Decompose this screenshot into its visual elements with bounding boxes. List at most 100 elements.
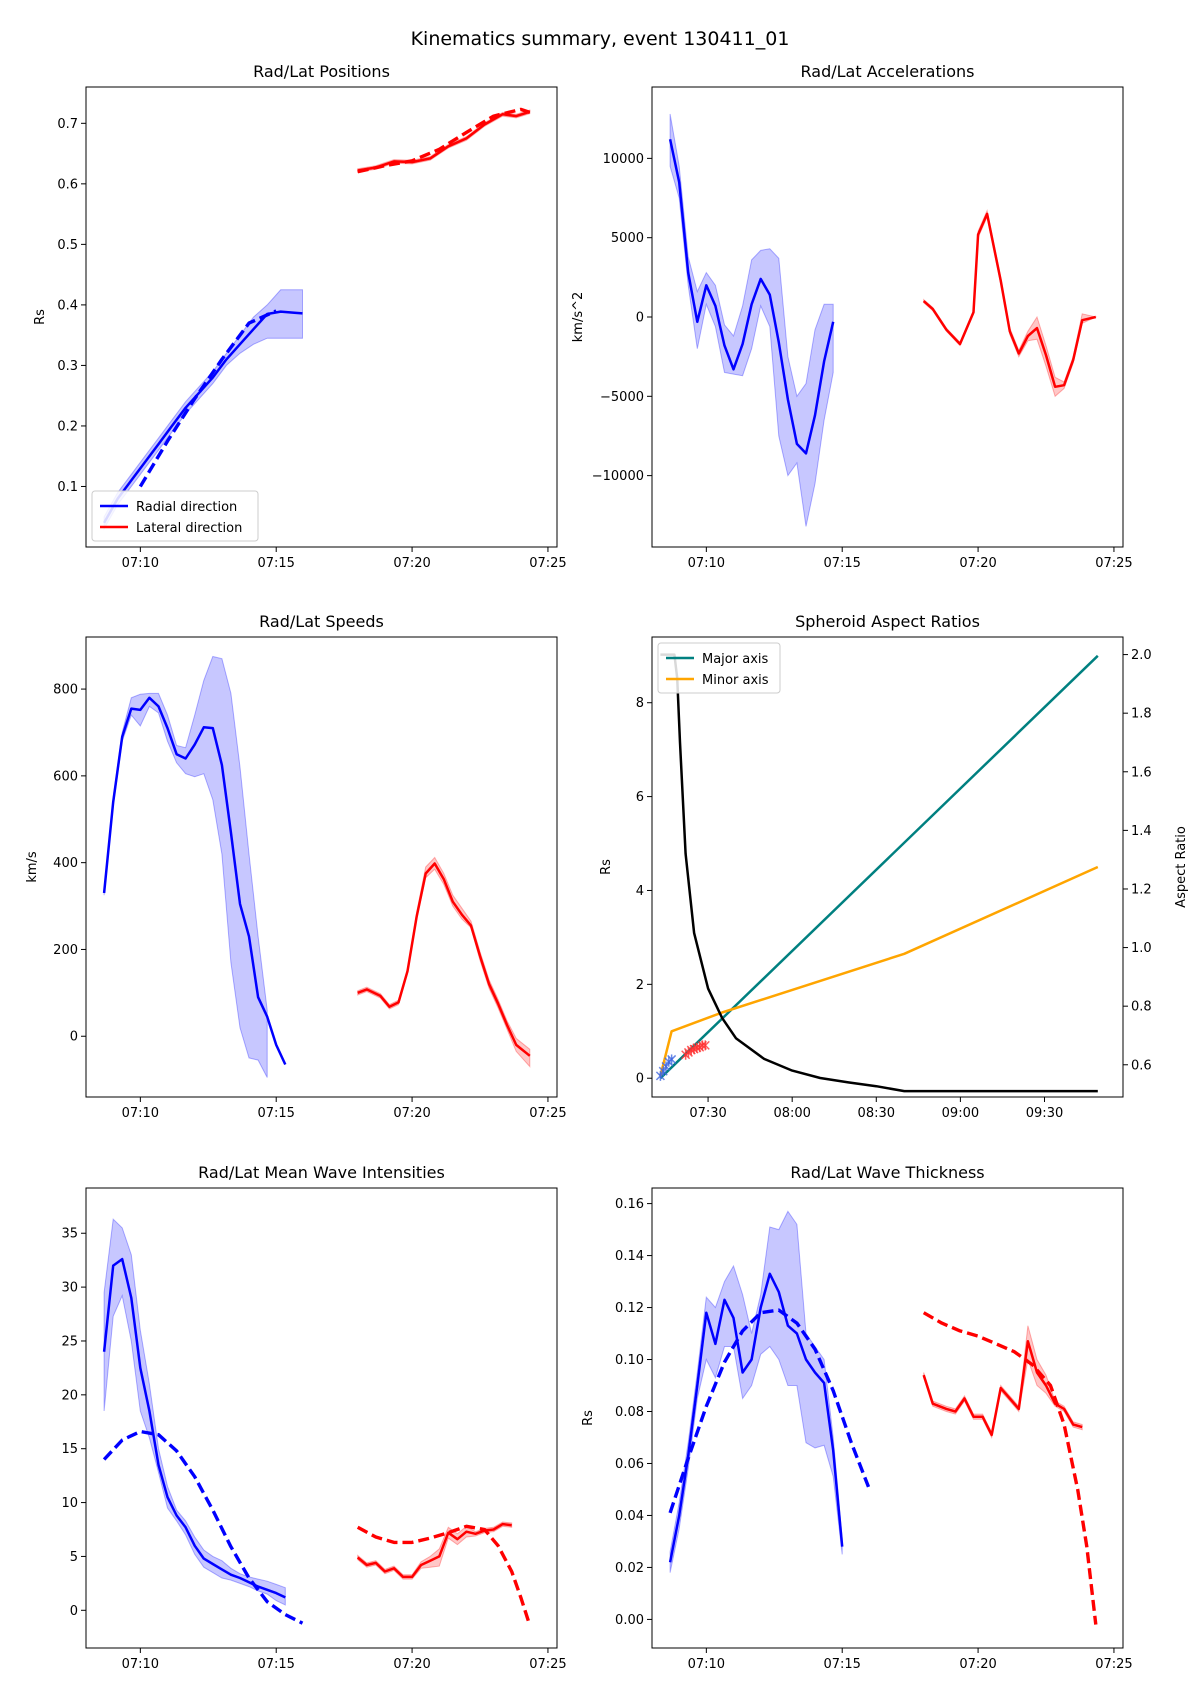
legend-label: Minor axis bbox=[702, 673, 769, 688]
plot-area bbox=[668, 113, 1098, 527]
y-tick-label: 20 bbox=[61, 1388, 78, 1403]
x-tick-label: 07:10 bbox=[122, 556, 159, 571]
chart-aspect: Spheroid Aspect Ratios Rs Aspect Ratio 07:3… bbox=[599, 612, 1189, 1121]
chart-thickness: Rad/Lat Wave Thickness Rs 07:10 07:15 07:20 0… bbox=[581, 1163, 1133, 1672]
y-tick-label: 0.00 bbox=[615, 1613, 644, 1628]
chart-title: Spheroid Aspect Ratios bbox=[795, 612, 980, 631]
series-line bbox=[357, 110, 531, 172]
series-line bbox=[922, 1311, 1098, 1625]
plot-area bbox=[102, 1218, 532, 1626]
plot-area bbox=[103, 107, 531, 531]
y-tick-label: −5000 bbox=[600, 390, 644, 405]
chart-title: Rad/Lat Wave Thickness bbox=[790, 1163, 984, 1182]
chart-title: Rad/Lat Speeds bbox=[259, 612, 384, 631]
y-tick-label: 4 bbox=[636, 884, 644, 899]
series-line bbox=[922, 212, 1097, 389]
x-tick-label: 07:20 bbox=[959, 1657, 996, 1672]
y2-axis-label: Aspect Ratio bbox=[1174, 826, 1189, 908]
plot-area bbox=[668, 1210, 1098, 1625]
y-tick-label: 30 bbox=[61, 1281, 78, 1296]
x-tick-label: 07:10 bbox=[122, 1106, 159, 1121]
y-tick-label: 0.14 bbox=[615, 1249, 644, 1264]
y-tick-label: 600 bbox=[53, 769, 78, 784]
y-tick-label: 35 bbox=[61, 1227, 78, 1242]
y-tick-label: 0.1 bbox=[57, 480, 78, 495]
axes-frame bbox=[85, 636, 558, 1098]
y-tick-label: 0.3 bbox=[57, 359, 78, 374]
x-tick-label: 07:10 bbox=[688, 1657, 725, 1672]
x-tick-label: 07:20 bbox=[393, 1106, 430, 1121]
y-tick-label: 2 bbox=[636, 978, 644, 993]
series-line bbox=[357, 862, 531, 1057]
series-band bbox=[103, 655, 268, 1078]
chart-intensities: Rad/Lat Mean Wave Intensities 07:10 07:15 0… bbox=[61, 1163, 566, 1672]
y-tick-label: 15 bbox=[61, 1442, 78, 1457]
y2-tick-label: 1.0 bbox=[1131, 941, 1152, 956]
series-line bbox=[102, 696, 287, 1066]
y2-tick-label: 1.2 bbox=[1131, 882, 1152, 897]
chart-title: Rad/Lat Positions bbox=[253, 62, 390, 81]
y-tick-label: 0.02 bbox=[615, 1561, 644, 1576]
chart-accelerations: Rad/Lat Accelerations km/s^2 07:10 07:15 07:… bbox=[571, 62, 1133, 571]
y-tick-label: 10000 bbox=[603, 152, 644, 167]
chart-positions: Rad/Lat Positions Rs 07:10 07:15 07:20 07:25 0… bbox=[33, 62, 567, 571]
y-tick-label: 8 bbox=[636, 696, 644, 711]
y-tick-label: 0.16 bbox=[615, 1197, 644, 1212]
chart-title: Rad/Lat Mean Wave Intensities bbox=[198, 1163, 445, 1182]
y-tick-label: 0.08 bbox=[615, 1405, 644, 1420]
legend-box bbox=[657, 642, 781, 694]
x-tick-label: 07:25 bbox=[529, 1106, 566, 1121]
y-tick-label: 400 bbox=[53, 856, 78, 871]
axes-frame bbox=[85, 1187, 558, 1649]
y2-tick-label: 1.8 bbox=[1131, 707, 1152, 722]
axes-frame bbox=[651, 636, 1124, 1098]
y-tick-label: 10 bbox=[61, 1496, 78, 1511]
y-tick-label: 800 bbox=[53, 683, 78, 698]
legend-label: Radial direction bbox=[136, 500, 237, 515]
y-tick-label: 200 bbox=[53, 943, 78, 958]
y-tick-label: 0 bbox=[636, 311, 644, 326]
x-tick-label: 08:30 bbox=[858, 1106, 895, 1121]
series-line bbox=[356, 1524, 532, 1626]
series-band bbox=[669, 113, 834, 527]
chart-speeds: Rad/Lat Speeds km/s 07:10 07:15 07:20 07:25 0 2… bbox=[25, 612, 567, 1121]
x-tick-label: 09:30 bbox=[1026, 1106, 1063, 1121]
x-tick-label: 07:10 bbox=[688, 556, 725, 571]
series-line bbox=[668, 1308, 871, 1514]
y-tick-label: 0.04 bbox=[615, 1509, 644, 1524]
x-tick-label: 07:20 bbox=[393, 556, 430, 571]
y-tick-label: 25 bbox=[61, 1334, 78, 1349]
series-band bbox=[923, 1325, 1083, 1440]
y-tick-label: −10000 bbox=[592, 469, 644, 484]
y-axis-label: Rs bbox=[581, 1410, 596, 1426]
series-line bbox=[668, 1272, 844, 1563]
y-tick-label: 0.5 bbox=[57, 238, 78, 253]
x-tick-label: 07:20 bbox=[393, 1657, 430, 1672]
y-tick-label: 0.12 bbox=[615, 1301, 644, 1316]
y-tick-label: 0.6 bbox=[57, 177, 78, 192]
scatter-point bbox=[700, 1040, 710, 1051]
x-tick-label: 07:30 bbox=[689, 1106, 726, 1121]
y-axis-label: Rs bbox=[599, 859, 614, 875]
axes-frame bbox=[85, 86, 558, 548]
x-tick-label: 07:15 bbox=[823, 556, 860, 571]
axes-frame bbox=[651, 86, 1124, 548]
x-tick-label: 09:00 bbox=[942, 1106, 979, 1121]
chart-title: Rad/Lat Accelerations bbox=[801, 62, 975, 81]
series-line bbox=[357, 107, 531, 174]
y-tick-label: 0 bbox=[636, 1072, 644, 1087]
plot-area bbox=[102, 655, 531, 1078]
y2-tick-label: 0.6 bbox=[1131, 1058, 1152, 1073]
y2-tick-label: 1.4 bbox=[1131, 824, 1152, 839]
x-tick-label: 07:15 bbox=[257, 556, 294, 571]
legend-label: Major axis bbox=[702, 652, 768, 667]
series-line bbox=[659, 654, 1099, 1080]
y-tick-label: 0.10 bbox=[615, 1353, 644, 1368]
y-tick-label: 5 bbox=[70, 1550, 78, 1565]
y-tick-label: 6 bbox=[636, 790, 644, 805]
y2-tick-label: 1.6 bbox=[1131, 765, 1152, 780]
series-band bbox=[103, 289, 303, 531]
legend-box bbox=[91, 490, 259, 542]
legend-label: Lateral direction bbox=[136, 521, 242, 536]
